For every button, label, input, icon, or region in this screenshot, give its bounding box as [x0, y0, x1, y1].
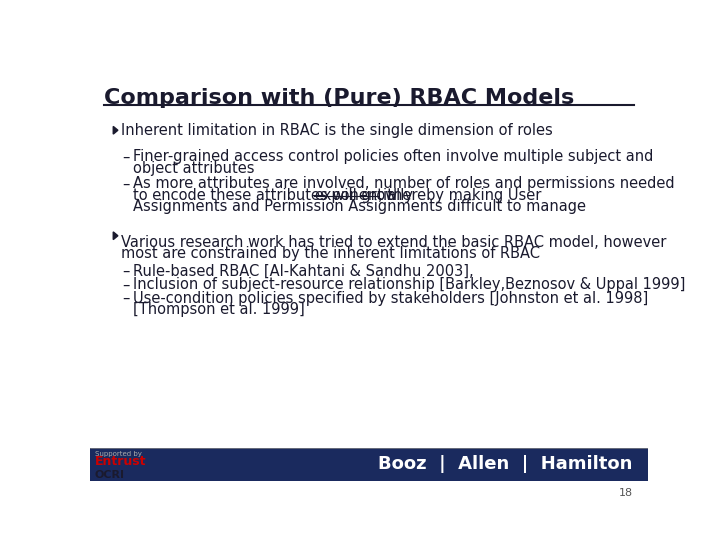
Text: Inclusion of subject-resource relationship [Barkley,Beznosov & Uppal 1999]: Inclusion of subject-resource relationsh… — [133, 278, 685, 292]
Text: Supported by: Supported by — [94, 450, 142, 457]
Text: Assignments and Permission Assignments difficult to manage: Assignments and Permission Assignments d… — [133, 199, 586, 214]
Text: 18: 18 — [618, 488, 632, 497]
Text: to encode these attributes will grow: to encode these attributes will grow — [133, 187, 402, 202]
Text: most are constrained by the inherent limitations of RBAC: most are constrained by the inherent lim… — [121, 246, 540, 261]
Text: object attributes: object attributes — [133, 161, 255, 176]
Text: Booz  |  Allen  |  Hamilton: Booz | Allen | Hamilton — [378, 455, 632, 474]
Text: Rule-based RBAC [Al-Kahtani & Sandhu 2003],: Rule-based RBAC [Al-Kahtani & Sandhu 200… — [133, 264, 474, 279]
Text: –: – — [122, 177, 130, 192]
Text: , thereby making User: , thereby making User — [377, 187, 541, 202]
Text: Inherent limitation in RBAC is the single dimension of roles: Inherent limitation in RBAC is the singl… — [121, 123, 553, 138]
Text: [Thompson et al. 1999]: [Thompson et al. 1999] — [133, 302, 305, 318]
Text: OCRI: OCRI — [94, 470, 125, 480]
Text: As more attributes are involved, number of roles and permissions needed: As more attributes are involved, number … — [133, 177, 675, 192]
Polygon shape — [113, 126, 118, 134]
Text: Finer-grained access control policies often involve multiple subject and: Finer-grained access control policies of… — [133, 150, 654, 165]
Text: –: – — [122, 291, 130, 306]
Text: Comparison with (Pure) RBAC Models: Comparison with (Pure) RBAC Models — [104, 88, 575, 108]
Text: Various research work has tried to extend the basic RBAC model, however: Various research work has tried to exten… — [121, 235, 667, 250]
Text: exponentially: exponentially — [314, 187, 413, 202]
Polygon shape — [113, 232, 118, 240]
Text: Use-condition policies specified by stakeholders [Johnston et al. 1998]: Use-condition policies specified by stak… — [133, 291, 649, 306]
Bar — [90, 448, 648, 481]
Text: Entrust: Entrust — [94, 455, 146, 468]
Text: –: – — [122, 264, 130, 279]
Text: –: – — [122, 278, 130, 292]
Text: –: – — [122, 150, 130, 165]
